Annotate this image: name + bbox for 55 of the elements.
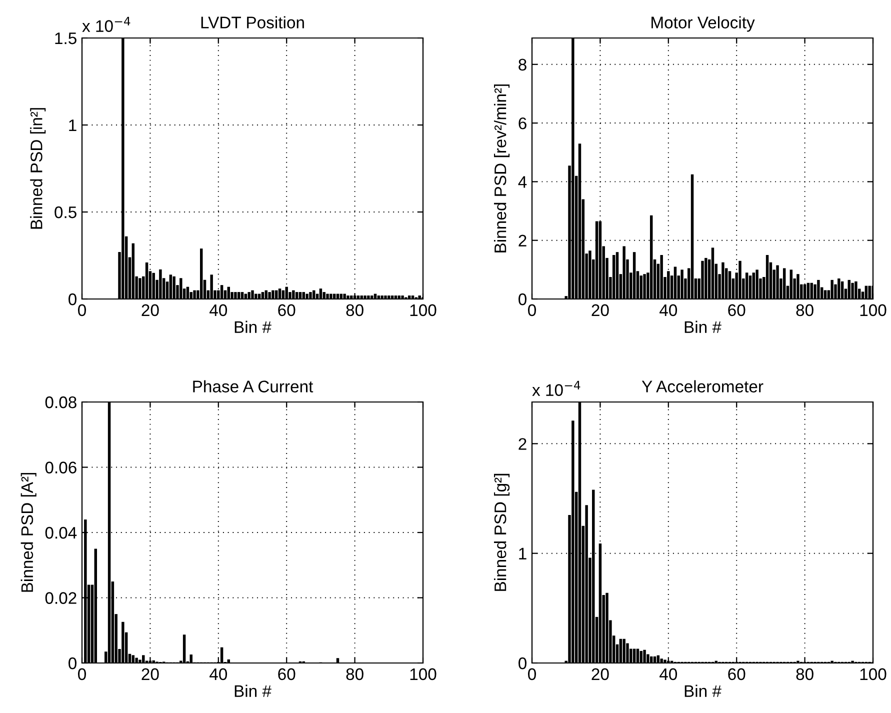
- y-tick-label: 0: [68, 657, 76, 670]
- x-tick-label: 100: [860, 668, 886, 680]
- y-tick-label: 0.5: [54, 206, 76, 218]
- x-axis-title: Bin #: [684, 684, 722, 697]
- x-axis-title: Bin #: [234, 684, 272, 697]
- y-axis-title: Binned PSD [in²]: [30, 108, 46, 229]
- x-tick-label: 80: [346, 304, 364, 316]
- y-tick-label: 1.5: [55, 32, 76, 44]
- x-tick-label: 100: [410, 668, 436, 680]
- x-tick-label: 0: [528, 668, 536, 680]
- y-axis-title: Binned PSD [g²]: [494, 474, 510, 591]
- chart-title: Y Accelerometer: [642, 380, 764, 392]
- x-tick-label: 20: [142, 304, 159, 316]
- text: x 10$^{−4}$: [82, 16, 130, 32]
- x-tick-label: 0: [78, 304, 86, 316]
- y-tick-label: 0.02: [45, 592, 76, 604]
- x-tick-label: 20: [592, 668, 609, 680]
- x-tick-label: 80: [796, 668, 814, 680]
- y-tick-label: 8: [518, 58, 526, 71]
- y-tick-label: 0: [68, 293, 76, 306]
- x-tick-label: 0: [528, 304, 536, 316]
- y-tick-label: 0: [518, 657, 526, 670]
- chart-title: LVDT Position: [201, 16, 304, 28]
- y-tick-label: 2: [518, 234, 526, 246]
- text: x 10$^{−4}$: [532, 380, 580, 396]
- y-tick-label: 0.04: [45, 526, 77, 539]
- chart-title: Phase A Current: [193, 380, 314, 392]
- y-tick-label: 0: [518, 293, 526, 306]
- y-axis-title: Binned PSD [A²]: [20, 473, 36, 592]
- x-tick-label: 60: [728, 304, 746, 316]
- x-tick-label: 40: [660, 304, 678, 316]
- y-tick-label: 0.08: [45, 396, 76, 408]
- chart-title: Motor Velocity: [652, 16, 755, 32]
- x-tick-label: 60: [278, 304, 296, 316]
- y-tick-label: 1: [519, 548, 526, 560]
- y-tick-label: 0.06: [45, 462, 76, 474]
- x-tick-label: 60: [278, 668, 296, 680]
- x-axis-title: Bin #: [684, 320, 722, 333]
- y-tick-label: 2: [518, 438, 526, 450]
- x-tick-label: 20: [142, 668, 159, 680]
- y-tick-label: 4: [518, 176, 527, 188]
- x-tick-label: 0: [78, 668, 86, 680]
- x-tick-label: 40: [210, 668, 228, 680]
- y-axis-title: Binned PSD [rev²/min²]: [494, 84, 510, 252]
- x-tick-label: 100: [860, 304, 886, 316]
- x-tick-label: 100: [410, 304, 436, 316]
- y-tick-label: 1: [69, 120, 76, 132]
- x-axis-title: Bin #: [234, 320, 272, 333]
- x-tick-label: 60: [728, 668, 746, 680]
- y-tick-label: 6: [518, 117, 526, 130]
- x-tick-label: 80: [346, 668, 364, 680]
- x-tick-label: 20: [592, 304, 609, 316]
- x-tick-label: 40: [210, 304, 228, 316]
- x-tick-label: 80: [796, 304, 814, 316]
- x-tick-label: 40: [660, 668, 678, 680]
